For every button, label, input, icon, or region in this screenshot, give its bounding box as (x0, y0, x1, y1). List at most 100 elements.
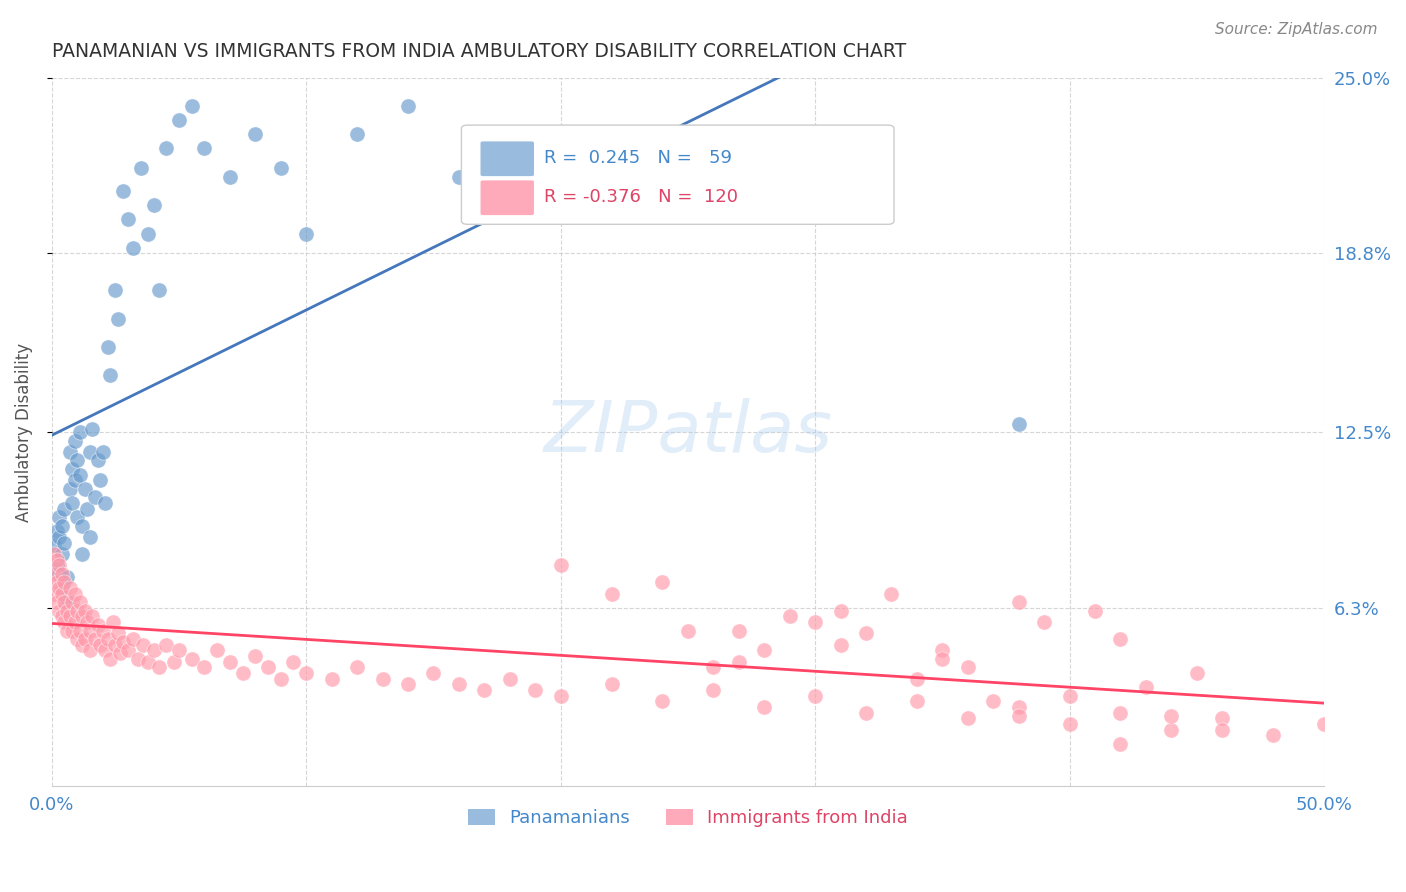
Point (830, 604, 852, 618)
Point (66, 510, 89, 524)
Point (58, 581, 80, 595)
Text: R =  0.245   N =   59: R = 0.245 N = 59 (544, 149, 733, 168)
Point (702, 660, 724, 674)
Point (155, 638, 177, 652)
Point (283, 655, 305, 669)
Point (63, 473, 86, 487)
Point (142, 198, 165, 212)
Point (499, 672, 522, 686)
Point (45, 524, 67, 539)
Point (550, 155, 572, 169)
Text: PANAMANIAN VS IMMIGRANTS FROM INDIA AMBULATORY DISABILITY CORRELATION CHART: PANAMANIAN VS IMMIGRANTS FROM INDIA AMBU… (52, 42, 905, 61)
Point (830, 638, 852, 652)
Point (651, 575, 673, 590)
Point (48, 530, 70, 544)
Point (1211, 723, 1233, 737)
Point (396, 99, 419, 113)
Point (132, 638, 155, 652)
Point (110, 646, 132, 660)
Point (129, 161, 152, 176)
Point (218, 655, 240, 669)
Point (981, 694, 1004, 708)
Point (1059, 717, 1081, 731)
Point (754, 643, 776, 657)
Point (60, 595, 83, 609)
FancyBboxPatch shape (481, 142, 534, 176)
FancyBboxPatch shape (461, 125, 894, 224)
Point (89, 473, 111, 487)
Point (69, 624, 91, 638)
Point (1109, 737, 1132, 751)
Point (138, 227, 160, 241)
Point (98, 652, 121, 666)
Point (76, 615, 98, 629)
Point (69, 595, 91, 609)
Point (117, 212, 139, 227)
Point (89, 638, 111, 652)
Point (180, 652, 202, 666)
Point (53, 535, 76, 549)
Point (447, 169, 470, 184)
Y-axis label: Ambulatory Disability: Ambulatory Disability (15, 343, 32, 522)
Point (69, 425, 91, 439)
Point (63, 615, 86, 629)
Point (155, 141, 177, 155)
Point (1033, 615, 1056, 629)
Point (63, 434, 86, 448)
Point (205, 643, 228, 657)
Point (48, 510, 70, 524)
Point (48, 566, 70, 581)
Point (79, 445, 101, 459)
Point (91, 445, 114, 459)
Point (396, 677, 419, 691)
Point (270, 672, 292, 686)
Point (524, 683, 547, 698)
Point (82, 609, 104, 624)
Point (72, 609, 94, 624)
Point (600, 677, 623, 691)
Point (905, 694, 928, 708)
Point (447, 677, 470, 691)
Text: Source: ZipAtlas.com: Source: ZipAtlas.com (1215, 22, 1378, 37)
Point (122, 241, 145, 255)
Point (56, 595, 79, 609)
Point (550, 689, 572, 703)
Point (58, 445, 80, 459)
Point (51, 547, 73, 561)
Point (1313, 717, 1336, 731)
Point (472, 683, 495, 698)
Point (931, 652, 953, 666)
Point (127, 652, 149, 666)
Point (257, 660, 280, 674)
Point (727, 624, 749, 638)
Point (94, 496, 117, 510)
Point (84, 632, 107, 646)
Point (346, 660, 368, 674)
Point (53, 595, 76, 609)
Point (58, 609, 80, 624)
Point (66, 604, 89, 618)
Point (1211, 711, 1233, 725)
Point (44, 547, 66, 561)
Point (804, 689, 827, 703)
Point (1008, 595, 1031, 609)
Point (148, 660, 170, 674)
Point (1263, 728, 1285, 742)
Point (79, 530, 101, 544)
Point (104, 283, 127, 297)
Point (218, 169, 240, 184)
Point (48, 581, 70, 595)
Point (295, 227, 318, 241)
Point (51, 609, 73, 624)
Point (79, 624, 101, 638)
Point (754, 700, 776, 714)
Point (422, 666, 444, 681)
Point (676, 624, 699, 638)
Point (550, 558, 572, 573)
Point (931, 643, 953, 657)
Point (45, 558, 67, 573)
Point (73, 604, 96, 618)
Point (321, 672, 343, 686)
Point (702, 683, 724, 698)
Point (956, 711, 979, 725)
